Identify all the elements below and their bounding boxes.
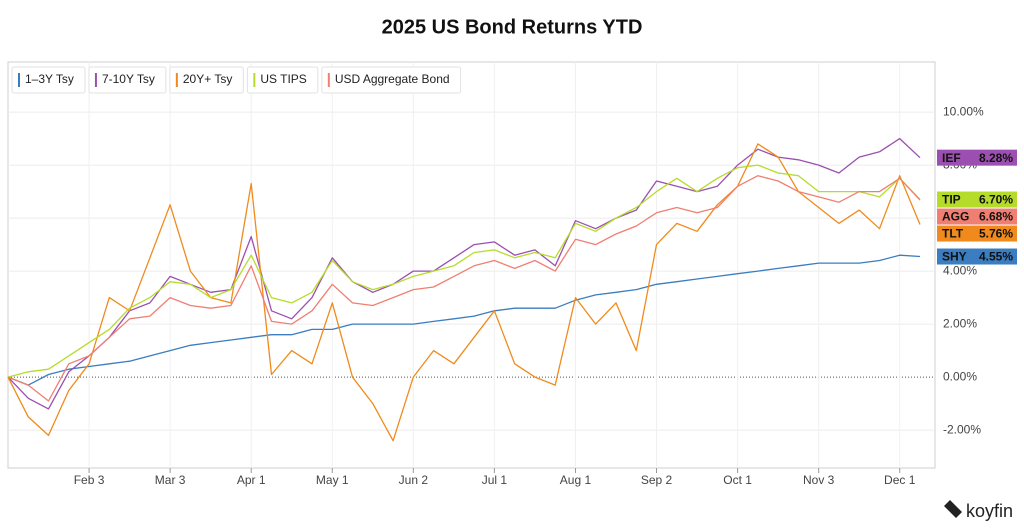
legend-label: 7-10Y Tsy: [102, 72, 155, 86]
series-line: [7, 254, 921, 386]
x-tick-label: Oct 1: [723, 473, 752, 487]
legend-label: USD Aggregate Bond: [335, 72, 450, 86]
legend-box: [88, 66, 167, 94]
end-tag-ticker: IEF: [942, 151, 961, 165]
chart-title: 2025 US Bond Returns YTD: [382, 16, 643, 38]
x-tick-label: Dec 1: [884, 473, 916, 487]
legend-item: 1–3Y Tsy: [11, 66, 86, 94]
end-tag-ticker: SHY: [942, 250, 967, 264]
legend-box: [321, 66, 462, 94]
legend-item: US TIPS: [246, 66, 319, 94]
y-tick-label: 10.00%: [943, 104, 984, 118]
x-tick-label: May 1: [316, 473, 349, 487]
y-tick-label: 0.00%: [943, 369, 977, 383]
end-tag-ticker: TLT: [942, 227, 964, 241]
legend-label: 1–3Y Tsy: [25, 72, 74, 86]
end-tag-ticker: AGG: [942, 210, 969, 224]
end-tag-ticker: TIP: [942, 193, 961, 207]
x-tick-label: Sep 2: [641, 473, 673, 487]
x-tick-label: Jun 2: [399, 473, 429, 487]
end-tag-value: 5.76%: [979, 227, 1013, 241]
x-tick-label: Apr 1: [237, 473, 266, 487]
brand-icon: [944, 500, 962, 518]
brand-name: koyfin: [966, 501, 1013, 521]
end-tag: [937, 225, 1017, 242]
legend-box: [169, 66, 244, 94]
plot-frame: [7, 61, 936, 469]
end-tag-value: 4.55%: [979, 250, 1013, 264]
brand-logo: koyfin: [944, 500, 1013, 521]
x-tick-label: Jul 1: [482, 473, 508, 487]
y-tick-label: 2.00%: [943, 316, 977, 330]
legend-item: 20Y+ Tsy: [169, 66, 244, 94]
x-tick-label: Nov 3: [803, 473, 835, 487]
x-tick-label: Feb 3: [74, 473, 105, 487]
legend-label: US TIPS: [260, 72, 306, 86]
legend-box: [11, 66, 86, 94]
legend-item: 7-10Y Tsy: [88, 66, 167, 94]
end-tag-value: 6.70%: [979, 193, 1013, 207]
end-tag: [937, 208, 1017, 225]
legend-label: 20Y+ Tsy: [183, 72, 232, 86]
series-line: [7, 164, 921, 378]
legend-box: [246, 66, 319, 94]
x-tick-label: Aug 1: [560, 473, 592, 487]
end-tag: [937, 191, 1017, 208]
series-line: [7, 137, 921, 410]
end-tag-value: 8.28%: [979, 151, 1013, 165]
series-line: [7, 175, 921, 402]
legend-item: USD Aggregate Bond: [321, 66, 462, 94]
end-tag-value: 6.68%: [979, 210, 1013, 224]
end-tag: [937, 248, 1017, 265]
series-line: [7, 143, 921, 442]
end-tag: [937, 149, 1017, 166]
x-tick-label: Mar 3: [155, 473, 186, 487]
y-tick-label: 4.00%: [943, 263, 977, 277]
y-tick-label: -2.00%: [943, 422, 981, 436]
